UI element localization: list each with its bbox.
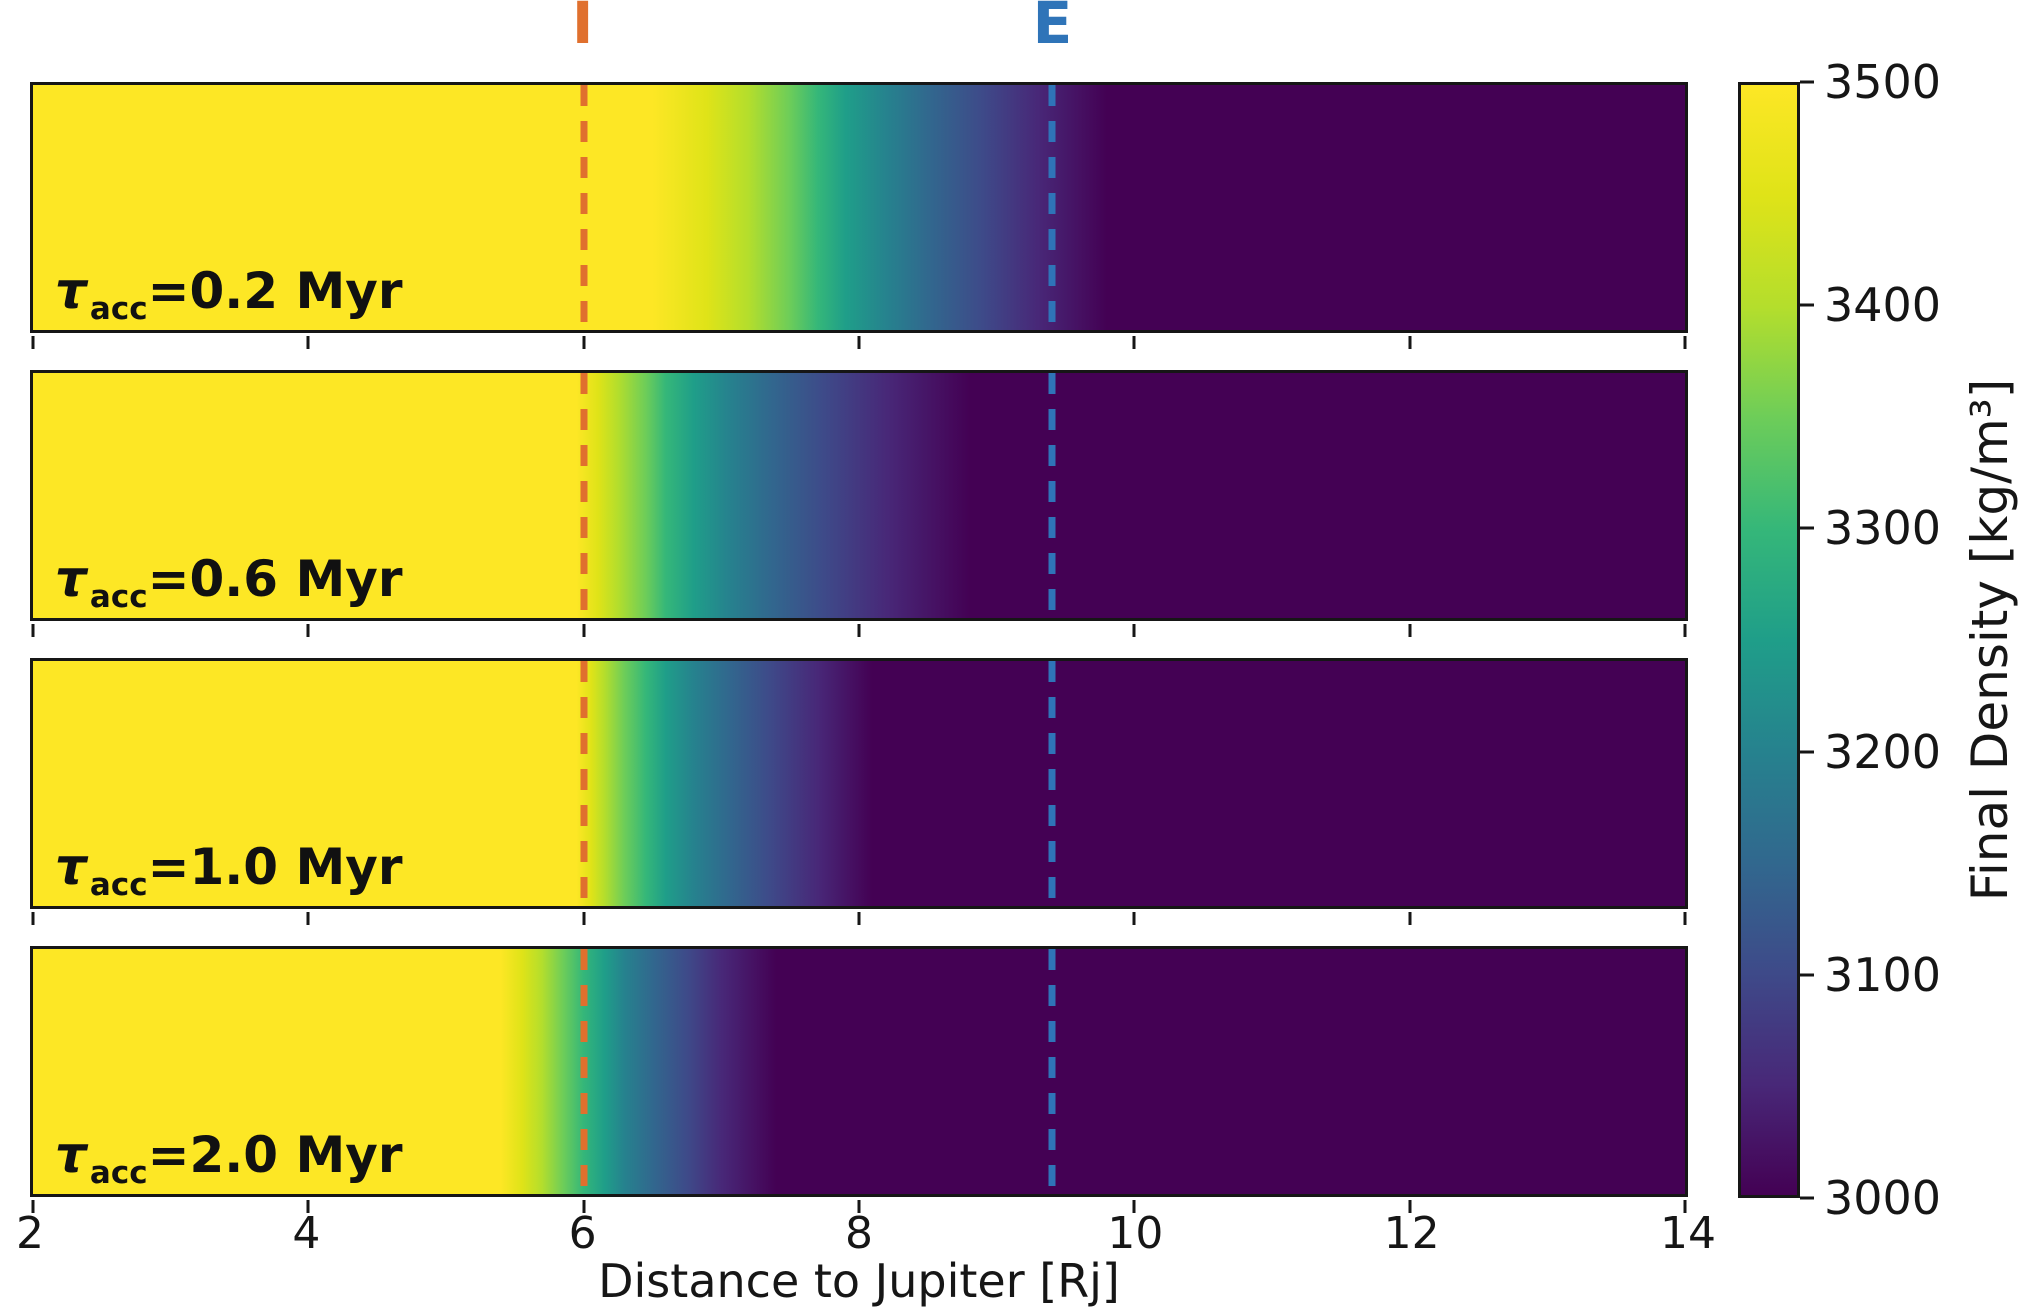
x-tick (1408, 624, 1412, 637)
tau-symbol: τ (55, 838, 87, 896)
tau-subscript: acc (89, 579, 148, 615)
x-tick (1132, 336, 1136, 349)
x-tick-label: 8 (845, 1208, 873, 1259)
colorbar (1738, 82, 1800, 1198)
x-tick-label: 14 (1660, 1208, 1716, 1259)
colorbar-title: Final Density [kg/m³] (1961, 378, 2019, 902)
tau-subscript: acc (89, 1155, 148, 1191)
x-tick (1132, 1200, 1136, 1213)
x-tick (857, 336, 861, 349)
x-tick (1683, 624, 1687, 637)
x-tick (857, 624, 861, 637)
tau-value: =2.0 Myr (147, 1126, 403, 1184)
x-tick (582, 624, 586, 637)
colorbar-tick-label: 3000 (1824, 1171, 1942, 1225)
tau-value: =0.2 Myr (147, 262, 403, 320)
tau-value: =1.0 Myr (147, 838, 403, 896)
colorbar-tick (1800, 750, 1814, 754)
tau-subscript: acc (89, 867, 148, 903)
x-tick (1683, 1200, 1687, 1213)
x-tick (306, 912, 310, 925)
tau-symbol: τ (55, 550, 87, 608)
x-tick (1408, 1200, 1412, 1213)
x-tick (306, 336, 310, 349)
x-tick (306, 624, 310, 637)
x-tick-label: 10 (1107, 1208, 1164, 1259)
colorbar-tick (1800, 80, 1814, 84)
x-tick (582, 912, 586, 925)
colorbar-tick-label: 3300 (1824, 501, 1942, 556)
heatmap-panel-tau-1p0myr: τacc=1.0 Myr (30, 658, 1688, 925)
io-orbit-line (580, 373, 588, 618)
x-tick (1683, 336, 1687, 349)
colorbar-tick-label: 3200 (1824, 724, 1942, 779)
x-tick (31, 1200, 35, 1213)
panel-tau-label: τacc=0.2 Myr (55, 266, 402, 325)
io-orbit-line (580, 949, 588, 1194)
x-axis-title: Distance to Jupiter [Rj] (598, 1254, 1120, 1308)
x-tick (31, 912, 35, 925)
x-tick (857, 1200, 861, 1213)
io-orbit-line (580, 661, 588, 906)
x-tick (31, 624, 35, 637)
colorbar-tick-label: 3400 (1824, 278, 1942, 333)
io-orbit-line (580, 85, 588, 330)
europa-orbit-line (1048, 949, 1056, 1194)
io-label: I (571, 0, 594, 57)
colorbar-tick (1800, 303, 1814, 307)
europa-label: E (1032, 0, 1073, 57)
x-tick (582, 1200, 586, 1213)
tau-symbol: τ (55, 1126, 87, 1184)
tau-value: =0.6 Myr (147, 550, 403, 608)
x-tick-label: 12 (1383, 1208, 1440, 1259)
x-tick (31, 336, 35, 349)
europa-orbit-line (1048, 85, 1056, 330)
x-tick (857, 912, 861, 925)
x-tick (1408, 336, 1412, 349)
panel-tau-label: τacc=1.0 Myr (55, 842, 402, 901)
europa-orbit-line (1048, 661, 1056, 906)
europa-orbit-line (1048, 373, 1056, 618)
x-tick-label: 6 (568, 1208, 597, 1259)
heatmap-panel-tau-2p0myr: τacc=2.0 Myr (30, 946, 1688, 1213)
colorbar-tick (1800, 973, 1814, 977)
panel-tau-label: τacc=2.0 Myr (55, 1130, 402, 1189)
x-tick (1132, 624, 1136, 637)
heatmap-panel-tau-0p6myr: τacc=0.6 Myr (30, 370, 1688, 637)
colorbar-tick-label: 3500 (1824, 55, 1942, 109)
colorbar-tick-label: 3100 (1824, 947, 1942, 1002)
colorbar-tick (1800, 1196, 1814, 1200)
x-tick (1408, 912, 1412, 925)
moon-markers-header: I E (30, 0, 1688, 80)
x-tick-label: 4 (292, 1208, 321, 1259)
colorbar-tick-labels: 3500 3400 3300 3200 3100 3000 (1824, 59, 2004, 1221)
tau-symbol: τ (55, 262, 87, 320)
heatmap-panel-tau-0p2myr: τacc=0.2 Myr (30, 82, 1688, 349)
x-axis-tick-labels: 2 4 6 8 10 12 14 (16, 1208, 1716, 1262)
colorbar-tick (1800, 526, 1814, 530)
x-tick-label: 2 (16, 1208, 44, 1259)
panel-tau-label: τacc=0.6 Myr (55, 554, 402, 613)
x-tick (1132, 912, 1136, 925)
x-tick (582, 336, 586, 349)
x-tick (306, 1200, 310, 1213)
x-tick (1683, 912, 1687, 925)
tau-subscript: acc (89, 291, 148, 327)
